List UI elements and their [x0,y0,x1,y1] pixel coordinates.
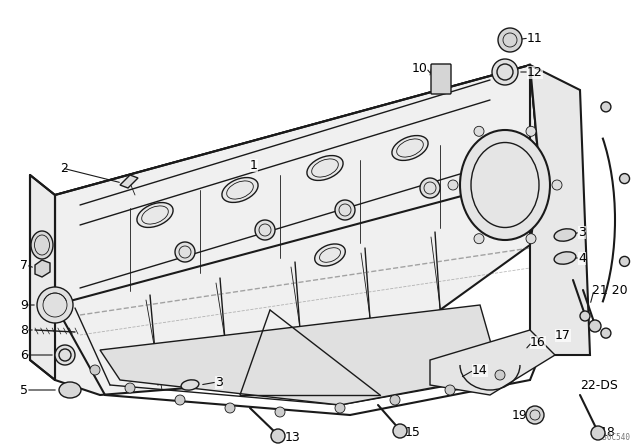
Text: C030C540: C030C540 [593,433,630,442]
Circle shape [255,220,275,240]
Circle shape [390,395,400,405]
Circle shape [601,102,611,112]
Polygon shape [55,65,530,395]
Circle shape [526,234,536,244]
Circle shape [474,234,484,244]
Text: 7: 7 [20,258,28,271]
Circle shape [552,180,562,190]
Ellipse shape [137,202,173,228]
Circle shape [601,328,611,338]
Circle shape [526,406,544,424]
Ellipse shape [307,155,343,181]
Polygon shape [30,175,55,380]
Text: 18: 18 [600,426,616,439]
Text: 14: 14 [472,363,488,376]
Text: 2: 2 [60,161,68,175]
Text: 3: 3 [578,225,586,238]
Circle shape [420,178,440,198]
Ellipse shape [59,382,81,398]
Circle shape [445,385,455,395]
Circle shape [495,370,505,380]
Text: 19: 19 [511,409,527,422]
Circle shape [448,180,458,190]
Circle shape [474,126,484,136]
Ellipse shape [31,231,53,259]
Ellipse shape [554,229,576,241]
Text: 11: 11 [527,31,543,44]
Text: 8: 8 [20,323,28,336]
Text: 17: 17 [555,328,571,341]
Circle shape [620,173,630,184]
Text: 16: 16 [530,336,546,349]
Circle shape [225,403,235,413]
Circle shape [175,242,195,262]
Text: 9: 9 [20,298,28,311]
Text: 1: 1 [250,159,258,172]
Circle shape [90,365,100,375]
Circle shape [55,345,75,365]
Ellipse shape [392,136,428,160]
Ellipse shape [554,252,576,264]
Polygon shape [100,305,500,405]
Polygon shape [55,65,540,305]
Circle shape [526,126,536,136]
Circle shape [580,311,590,321]
Circle shape [37,287,73,323]
Polygon shape [530,65,590,355]
Text: 3: 3 [215,375,223,388]
Text: 5: 5 [20,383,28,396]
Text: 22-DS: 22-DS [580,379,618,392]
Ellipse shape [222,177,258,202]
Polygon shape [120,175,138,188]
Circle shape [492,59,518,85]
Circle shape [125,383,135,393]
Circle shape [498,28,522,52]
Polygon shape [35,260,50,277]
Polygon shape [430,330,555,395]
Ellipse shape [460,130,550,240]
Text: 10: 10 [412,61,428,74]
Ellipse shape [315,244,346,266]
Circle shape [620,256,630,267]
Text: 4: 4 [578,251,586,264]
Ellipse shape [181,380,199,390]
Circle shape [335,403,345,413]
Circle shape [275,407,285,417]
Text: 13: 13 [285,431,301,444]
Circle shape [589,320,601,332]
Text: 21 20: 21 20 [592,284,628,297]
FancyBboxPatch shape [431,64,451,94]
Circle shape [591,426,605,440]
Text: 6: 6 [20,349,28,362]
Text: 12: 12 [527,65,543,78]
Circle shape [271,429,285,443]
Circle shape [393,424,407,438]
Text: 15: 15 [405,426,421,439]
Polygon shape [530,65,540,355]
Circle shape [335,200,355,220]
Circle shape [175,395,185,405]
